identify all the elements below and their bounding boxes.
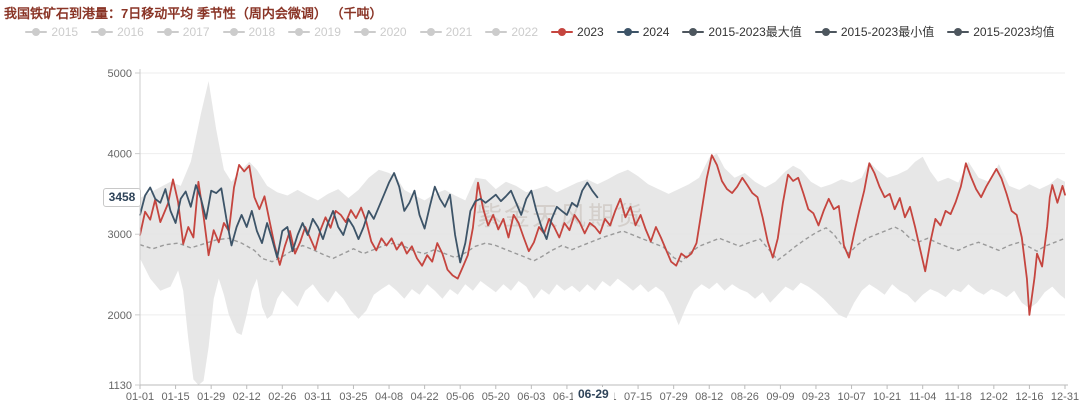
legend-label: 2018 [248,24,276,39]
legend-line-dot-icon [947,26,970,38]
x-tick-label-04-08: 04-08 [375,391,403,403]
x-tick-label-10-07: 10-07 [837,391,865,403]
y-tick-label-4000: 4000 [108,149,132,161]
series-2024-line [139,172,599,264]
x-tick-label-01-01: 01-01 [126,391,154,403]
x-tick-label-12-31: 12-31 [1051,391,1079,403]
y-tick-label-2000: 2000 [108,310,132,322]
legend-label: 2015-2023最小值 [840,25,935,39]
y-tick-label-1130: 1130 [108,380,132,392]
chart-title: 我国铁矿石到港量：7日移动平均 季节性（周内会微调） （千吨） [4,6,383,21]
legend-item-2015-2023-[interactable]: 2015-2023最小值 [814,23,935,40]
legend: 2015 2016 2017 2018 2019 2020 2021 2022 2023 2024… [0,23,1080,40]
legend-label: 2015 [51,24,79,39]
legend-line-dot-icon [222,26,245,38]
x-tick-label-09-23: 09-23 [802,391,830,403]
legend-line-dot-icon [616,26,639,38]
x-tick-label-01-15: 01-15 [162,391,190,403]
x-tick-label-10-21: 10-21 [873,391,901,403]
x-tick-label-03-25: 03-25 [339,391,367,403]
legend-item-2024[interactable]: 2024 [616,24,670,39]
x-tick-label-09-09: 09-09 [766,391,794,403]
legend-label: 2015-2023最大值 [708,25,802,39]
legend-item-2023[interactable]: 2023 [551,25,604,39]
legend-line-dot-icon [288,26,311,38]
x-tick-label-11-18: 11-18 [945,391,972,403]
y-tick-label-3000: 3000 [108,229,132,241]
x-tick-label-02-26: 02-26 [268,391,296,403]
legend-item-2018[interactable]: 2018 [222,24,276,39]
x-tick-label-03-11: 03-11 [304,391,331,403]
x-axis-pointer-label: 06-29 [573,387,614,401]
legend-item-2015-2023-[interactable]: 2015-2023最大值 [682,23,802,40]
legend-label: 2016 [117,24,144,39]
legend-line-dot-icon [814,26,837,38]
legend-label: 2020 [379,24,407,39]
legend-label: 2017 [182,24,210,39]
legend-line-dot-icon [156,26,179,38]
legend-item-2021[interactable]: 2021 [419,24,473,39]
legend-line-dot-icon [551,26,574,38]
legend-label: 2024 [642,24,670,39]
legend-line-dot-icon [353,26,376,38]
x-tick-label-02-12: 02-12 [233,391,261,403]
series-mean-line [139,226,1066,263]
x-tick-label-11-04: 11-04 [909,391,936,403]
x-tick-label-05-20: 05-20 [482,391,510,403]
legend-item-2020[interactable]: 2020 [353,24,407,39]
y-tick-label-5000: 5000 [108,68,132,80]
legend-line-dot-icon [25,26,48,38]
legend-line-dot-icon [682,26,705,38]
x-tick-label-08-12: 08-12 [695,391,723,403]
x-tick-label-05-06: 05-06 [446,391,474,403]
legend-label: 2015-2023均值 [973,25,1055,39]
watermark-text: 紫金天风期货 [476,201,644,231]
legend-label: 2023 [577,24,604,39]
legend-item-2015-2023-[interactable]: 2015-2023均值 [947,23,1055,40]
y-axis-pointer-label: 3458 [103,188,141,207]
x-tick-label-06-03: 06-03 [517,391,545,403]
x-tick-label-01-29: 01-29 [197,391,225,403]
legend-item-2017[interactable]: 2017 [156,24,210,39]
legend-item-2022[interactable]: 2022 [485,25,538,39]
x-tick-label-07-15: 07-15 [624,391,652,403]
legend-label: 2021 [445,24,473,39]
band-minmax-2015-2023 [140,81,1065,385]
x-tick-label-07-29: 07-29 [660,391,688,403]
series-2023-line [139,154,1066,316]
legend-line-dot-icon [419,26,442,38]
legend-item-2015[interactable]: 2015 [25,25,78,39]
x-tick-label-12-16: 12-16 [1015,391,1043,403]
legend-line-dot-icon [485,26,508,38]
x-tick-label-08-26: 08-26 [731,391,759,403]
legend-line-dot-icon [91,26,114,38]
legend-label: 2019 [314,24,341,39]
x-tick-label-04-22: 04-22 [411,391,439,403]
x-tick-label-12-02: 12-02 [980,391,1008,403]
legend-item-2019[interactable]: 2019 [288,25,341,39]
legend-item-2016[interactable]: 2016 [91,25,144,39]
legend-label: 2022 [511,24,539,39]
